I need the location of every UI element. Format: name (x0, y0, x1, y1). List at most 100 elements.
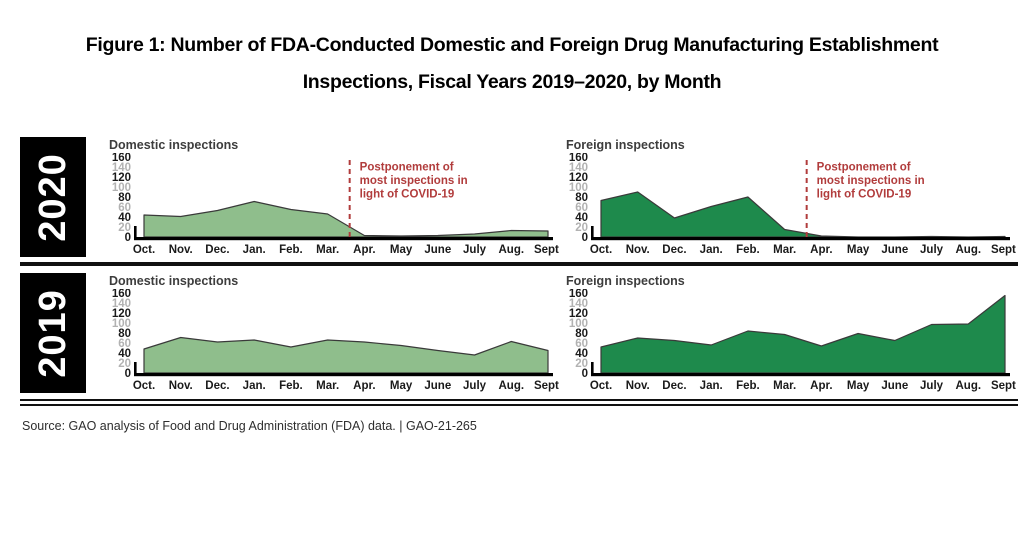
x-axis-line (134, 373, 553, 377)
x-axis-label: Jan. (700, 244, 723, 256)
x-axis-label: May (847, 380, 870, 392)
x-axis-label: May (390, 380, 413, 392)
y-axis-label: 140 (112, 298, 131, 310)
x-axis-label: May (390, 244, 413, 256)
x-axis-label: Dec. (205, 380, 229, 392)
chart-2019-foreign: Foreign inspections 0 20 40 60 80 100 120 140 16… (559, 273, 1016, 393)
x-axis-label: Sept. (534, 244, 559, 256)
covid-annotation-text: light of COVID-19 (360, 189, 455, 201)
x-axis-label: June (881, 380, 908, 392)
x-axis-label: July (463, 380, 487, 392)
y-axis-label: 100 (112, 318, 131, 330)
x-axis-label: May (847, 244, 870, 256)
x-axis-label: July (463, 244, 487, 256)
area-series (600, 294, 1006, 374)
page: Figure 1: Number of FDA-Conducted Domest… (0, 27, 1024, 539)
y-axis-label: 140 (569, 298, 588, 310)
y-axis-label: 100 (112, 182, 131, 194)
y-axis-label: 100 (569, 182, 588, 194)
x-axis-label: Apr. (810, 380, 832, 392)
figure-title-line2: Inspections, Fiscal Years 2019–2020, by … (302, 71, 722, 93)
x-axis-label: Nov. (169, 244, 193, 256)
y-axis-label: 0 (582, 368, 588, 380)
x-axis-label: Sept. (991, 244, 1016, 256)
bottom-divider (20, 399, 1018, 406)
y-axis-label: 60 (575, 202, 588, 214)
y-axis-label: 20 (575, 222, 588, 234)
x-axis-label: Oct. (590, 244, 612, 256)
x-axis-label: Sept. (534, 380, 559, 392)
y-axis-label: 160 (569, 289, 588, 300)
y-axis-label: 60 (575, 338, 588, 350)
y-axis-label: 40 (118, 348, 131, 360)
y-axis-label: 80 (575, 192, 588, 204)
y-axis-label: 40 (575, 212, 588, 224)
row-2020: 2020 Domestic inspections 0 20 40 60 80 100 12… (20, 137, 1018, 257)
year-text-2020: 2020 (31, 152, 74, 242)
x-axis-label: Apr. (810, 244, 832, 256)
figure: 2020 Domestic inspections 0 20 40 60 80 100 12… (20, 137, 1018, 406)
x-axis-label: Apr. (353, 244, 375, 256)
x-axis-label: Sept. (991, 380, 1016, 392)
row-divider (20, 262, 1018, 266)
x-axis-label: Apr. (353, 380, 375, 392)
x-axis-label: Nov. (626, 380, 650, 392)
x-axis-label: Oct. (133, 244, 155, 256)
year-label-2020: 2020 (20, 137, 86, 257)
chart-title-2020-foreign: Foreign inspections (566, 138, 685, 152)
chart-title-2019-domestic: Domestic inspections (109, 274, 239, 288)
x-axis-label: July (920, 380, 944, 392)
x-axis-label: Mar. (773, 244, 796, 256)
y-axis-label: 0 (125, 368, 131, 380)
x-axis-label: Aug. (498, 244, 524, 256)
y-axis-label: 120 (112, 308, 131, 320)
y-axis-label: 20 (575, 358, 588, 370)
x-axis-label: June (424, 244, 451, 256)
y-axis-label: 120 (569, 308, 588, 320)
x-axis-label: July (920, 244, 944, 256)
y-axis-label: 140 (569, 162, 588, 174)
y-axis-label: 160 (112, 153, 131, 164)
covid-annotation-text: Postponement of (817, 162, 911, 174)
y-axis-stub (134, 226, 137, 237)
x-axis-label: Jan. (243, 244, 266, 256)
x-axis-label: Mar. (316, 244, 339, 256)
x-axis-label: Mar. (773, 380, 796, 392)
x-axis-label: Dec. (662, 380, 686, 392)
y-axis-stub (591, 362, 594, 373)
area-series (143, 200, 549, 238)
y-axis-label: 80 (575, 328, 588, 340)
x-axis-label: Dec. (662, 244, 686, 256)
x-axis-label: Feb. (279, 380, 303, 392)
x-axis-line (591, 237, 1010, 241)
x-axis-label: Jan. (243, 380, 266, 392)
year-label-2019: 2019 (20, 273, 86, 393)
x-axis-line (591, 373, 1010, 377)
chart-2020-domestic: Domestic inspections 0 20 40 60 80 100 120 140 1… (102, 137, 559, 257)
x-axis-label: Nov. (169, 380, 193, 392)
x-axis-label: Oct. (133, 380, 155, 392)
y-axis-label: 20 (118, 222, 131, 234)
y-axis-label: 20 (118, 358, 131, 370)
area-series (600, 191, 1006, 238)
row-2019: 2019 Domestic inspections 0 20 40 60 80 100 12… (20, 273, 1018, 393)
chart-2019-domestic: Domestic inspections 0 20 40 60 80 100 120 140 1… (102, 273, 559, 393)
chart-title-2019-foreign: Foreign inspections (566, 274, 685, 288)
x-axis-label: Jan. (700, 380, 723, 392)
covid-annotation-text: most inspections in (817, 175, 925, 187)
y-axis-label: 40 (118, 212, 131, 224)
y-axis-label: 60 (118, 338, 131, 350)
y-axis-label: 0 (125, 232, 131, 244)
y-axis-label: 100 (569, 318, 588, 330)
y-axis-stub (134, 362, 137, 373)
covid-annotation-text: light of COVID-19 (817, 189, 912, 201)
chart-2020-foreign: Foreign inspections 0 20 40 60 80 100 120 140 16… (559, 137, 1016, 257)
x-axis-label: Feb. (736, 380, 760, 392)
x-axis-label: June (881, 244, 908, 256)
y-axis-label: 160 (112, 289, 131, 300)
y-axis-stub (591, 226, 594, 237)
covid-annotation-text: most inspections in (360, 175, 468, 187)
